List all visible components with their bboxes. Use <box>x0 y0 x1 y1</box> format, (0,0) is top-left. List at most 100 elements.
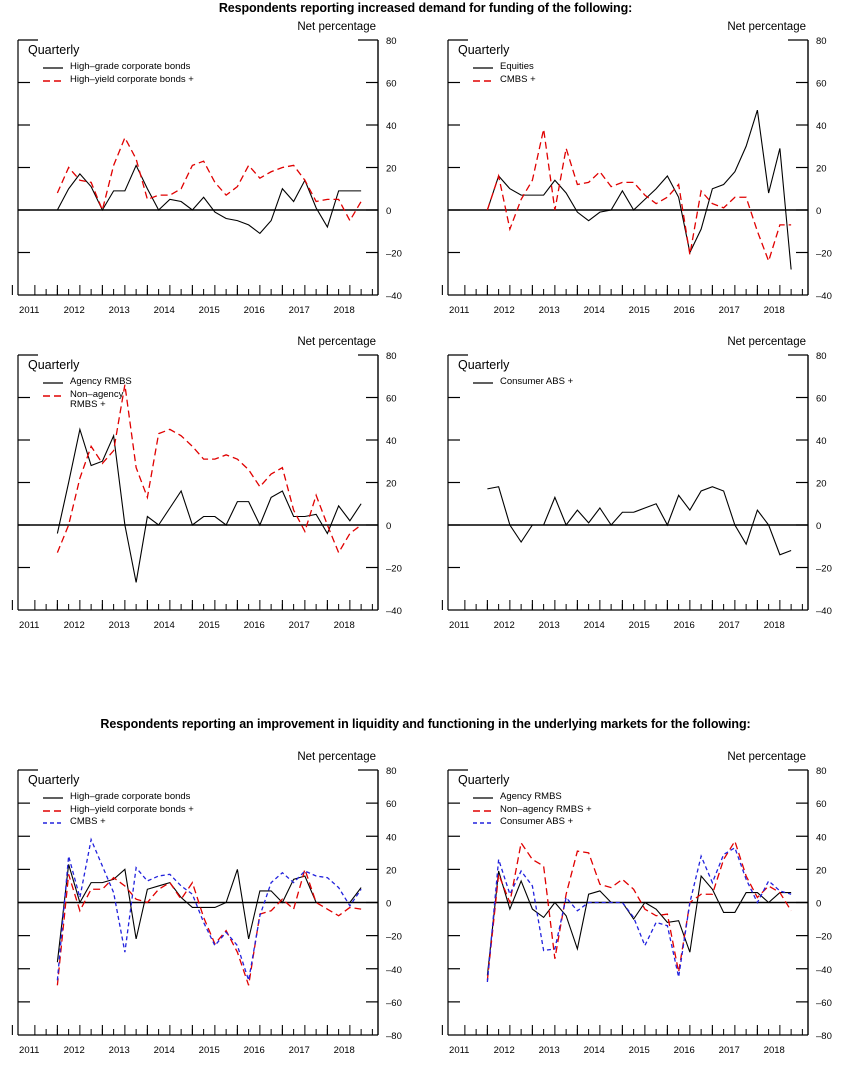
svg-text:2013: 2013 <box>539 1045 560 1056</box>
svg-text:2012: 2012 <box>494 305 515 316</box>
svg-text:2017: 2017 <box>289 620 310 631</box>
svg-text:2012: 2012 <box>64 620 85 631</box>
plot-area-panel-6: –80 –60 –40 –20 0 20 40 60 80 2011 2012 2013 2014 201… <box>441 751 832 1056</box>
svg-text:–80: –80 <box>386 1031 402 1042</box>
svg-text:–40: –40 <box>386 606 402 617</box>
series-line-3 <box>486 846 792 983</box>
panel-liquidity-rmbs-abs: –80 –60 –40 –20 0 20 40 60 80 2011 2012 2013 2014 201… <box>430 748 850 1077</box>
legend-item-label: Consumer ABS + <box>500 816 574 827</box>
legend-frequency-label: Quarterly <box>458 773 510 787</box>
svg-text:–20: –20 <box>816 249 832 260</box>
svg-text:2016: 2016 <box>244 305 265 316</box>
legend-item: High–yield corporate bonds + <box>42 803 194 816</box>
legend-item: CMBS + <box>472 74 536 86</box>
svg-text:2017: 2017 <box>719 1045 740 1056</box>
legend-panel-3: Quarterly Agency RMBS Non–agency RMBS + <box>28 359 132 412</box>
svg-text:2014: 2014 <box>154 1045 175 1056</box>
legend-line-swatch-icon <box>472 377 494 388</box>
svg-text:2011: 2011 <box>449 1045 469 1056</box>
net-percentage-label: Net percentage <box>727 336 806 348</box>
svg-text:2016: 2016 <box>674 305 695 316</box>
series-line-2 <box>56 867 362 986</box>
svg-text:2014: 2014 <box>584 620 605 631</box>
svg-text:40: 40 <box>816 436 827 447</box>
svg-text:80: 80 <box>386 351 397 362</box>
svg-text:2016: 2016 <box>244 1045 265 1056</box>
legend-panel-4: Quarterly Consumer ABS + <box>458 359 573 390</box>
svg-text:2011: 2011 <box>449 620 469 631</box>
series-line-1 <box>56 864 362 963</box>
svg-text:2014: 2014 <box>154 305 175 316</box>
series-group <box>486 839 792 983</box>
legend-item-label: High–yield corporate bonds + <box>70 803 194 815</box>
series-group <box>487 486 792 556</box>
panel-demand-equities-cmbs: –40 –20 0 20 40 60 80 2011 2012 2013 2014 2015 2016 2… <box>430 18 850 337</box>
svg-text:2018: 2018 <box>764 305 785 316</box>
svg-text:20: 20 <box>386 865 397 876</box>
svg-text:2015: 2015 <box>629 1045 650 1056</box>
legend-item-label: Non–agency RMBS + <box>70 388 124 410</box>
net-percentage-label: Net percentage <box>297 21 376 33</box>
axes-frame: –40 –20 0 20 40 60 80 2011 2012 2013 2014 2015 2016 2… <box>441 36 832 316</box>
svg-text:0: 0 <box>386 206 391 217</box>
legend-item: Agency RMBS <box>472 791 592 803</box>
legend-panel-1: Quarterly High–grade corporate bonds High–… <box>28 44 194 87</box>
svg-text:2012: 2012 <box>494 620 515 631</box>
legend-item: High–grade corporate bonds <box>42 791 194 803</box>
svg-text:–20: –20 <box>386 249 402 260</box>
legend-item-label: High–yield corporate bonds + <box>70 73 194 85</box>
svg-text:–60: –60 <box>386 998 402 1009</box>
series-line-2 <box>56 136 362 222</box>
svg-text:2012: 2012 <box>494 1045 515 1056</box>
svg-text:20: 20 <box>816 479 827 490</box>
legend-item: Consumer ABS + <box>472 376 573 388</box>
svg-text:–40: –40 <box>816 606 832 617</box>
svg-text:2016: 2016 <box>674 620 695 631</box>
svg-text:2011: 2011 <box>19 1045 39 1056</box>
legend-item: Consumer ABS + <box>472 816 592 828</box>
series-line-1 <box>56 164 362 235</box>
series-group <box>56 837 362 986</box>
svg-text:2017: 2017 <box>719 620 740 631</box>
legend-item: Non–agency RMBS + <box>472 804 592 816</box>
legend-item-label: CMBS + <box>70 816 106 827</box>
legend-item: Equities <box>472 61 536 73</box>
panel-demand-rmbs: –40 –20 0 20 40 60 80 2011 2012 2013 2014 2015 2016 2… <box>0 333 420 652</box>
axes-frame: –80 –60 –40 –20 0 20 40 60 80 2011 2012 2013 2014 201… <box>441 766 832 1056</box>
series-line-1 <box>486 109 792 270</box>
plot-area-panel-5: –80 –60 –40 –20 0 20 40 60 80 2011 2012 2013 2014 201… <box>11 751 402 1056</box>
net-percentage-label: Net percentage <box>297 336 376 348</box>
legend-item: High–grade corporate bonds <box>42 61 194 73</box>
svg-text:2015: 2015 <box>199 1045 220 1056</box>
svg-text:60: 60 <box>816 79 827 90</box>
series-group <box>56 136 362 235</box>
svg-text:2016: 2016 <box>674 1045 695 1056</box>
svg-text:40: 40 <box>386 121 397 132</box>
legend-item-label: Equities <box>500 61 534 72</box>
svg-text:2012: 2012 <box>64 1045 85 1056</box>
svg-text:60: 60 <box>386 79 397 90</box>
legend-item-label: High–grade corporate bonds <box>70 61 191 72</box>
legend-item: Agency RMBS <box>42 376 132 388</box>
svg-text:–80: –80 <box>816 1031 832 1042</box>
legend-panel-2: Quarterly Equities CMBS + <box>458 44 536 87</box>
legend-frequency-label: Quarterly <box>28 43 80 57</box>
legend-item-label: Agency RMBS <box>500 791 562 802</box>
svg-text:20: 20 <box>816 865 827 876</box>
svg-text:80: 80 <box>816 36 827 47</box>
svg-text:2013: 2013 <box>109 305 130 316</box>
svg-text:–20: –20 <box>816 564 832 575</box>
series-group <box>56 384 362 583</box>
series-line-2 <box>56 384 362 555</box>
svg-text:–40: –40 <box>816 291 832 302</box>
legend-item-label: High–grade corporate bonds <box>70 791 191 802</box>
svg-text:0: 0 <box>386 899 391 910</box>
net-percentage-label: Net percentage <box>727 751 806 763</box>
legend-line-swatch-icon <box>42 75 64 86</box>
svg-text:20: 20 <box>816 164 827 175</box>
series-group <box>486 109 792 270</box>
svg-text:80: 80 <box>386 36 397 47</box>
svg-text:2017: 2017 <box>719 305 740 316</box>
svg-text:2015: 2015 <box>199 305 220 316</box>
